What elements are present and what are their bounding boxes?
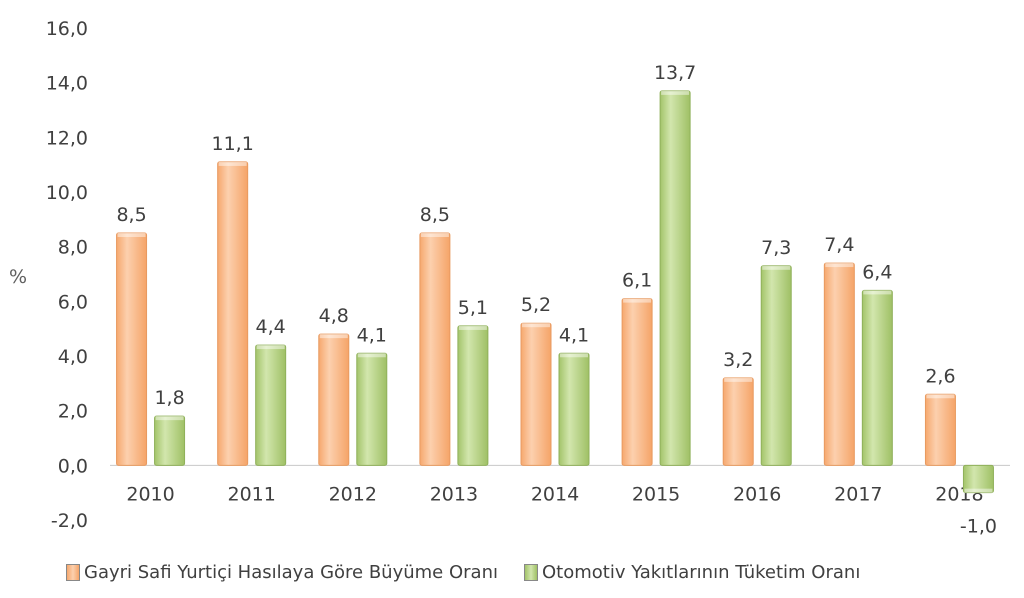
y-axis: -2,0 0,0 2,0 4,0 6,0 8,0 10,0 12,0 14,0 16,0 <box>46 18 1010 532</box>
bar-fuel-consumption <box>255 344 287 466</box>
bar-highlight <box>762 265 791 270</box>
bar-gdp-growth <box>924 393 956 466</box>
bar-highlight <box>661 90 690 95</box>
legend-item-fuel: Otomotiv Yakıtlarının Tüketim Oranı <box>523 562 861 583</box>
bar-fuel-consumption <box>356 352 388 466</box>
bar-highlight <box>964 488 993 493</box>
bars <box>116 90 994 494</box>
x-tick-label: 2011 <box>227 483 275 505</box>
x-axis: 2010 2011 2012 2013 2014 2015 2016 2017 2018 <box>126 483 983 505</box>
data-label: 4,1 <box>357 324 387 346</box>
bar-fuel-consumption <box>154 415 186 466</box>
legend-item-gdp: Gayri Safi Yurtiçi Hasılaya Göre Büyüme … <box>66 562 498 583</box>
y-tick-label: 14,0 <box>46 73 88 95</box>
bar-highlight <box>522 323 550 328</box>
y-tick-label: 10,0 <box>46 182 88 204</box>
y-tick-label: 2,0 <box>58 401 88 423</box>
data-label: 4,1 <box>559 324 589 346</box>
data-labels: 8,5 1,8 11,1 4,4 4,8 4,1 8,5 5,1 5,2 4,1 6,1 13,7 3,… <box>116 62 997 538</box>
bar-highlight <box>218 161 247 166</box>
y-axis-label: % <box>9 266 27 288</box>
bar-highlight <box>420 233 449 237</box>
data-label: 1,8 <box>154 387 184 409</box>
bar-gdp-growth <box>419 232 451 466</box>
legend: Gayri Safi Yurtiçi Hasılaya Göre Büyüme … <box>66 562 886 583</box>
bar-gdp-growth <box>520 322 552 466</box>
bar-fuel-consumption <box>760 265 792 466</box>
data-label: 3,2 <box>723 349 753 371</box>
y-tick-label: 12,0 <box>46 127 88 149</box>
bar-highlight <box>458 325 487 330</box>
data-label: 11,1 <box>212 133 254 155</box>
y-tick-label: 4,0 <box>58 346 88 368</box>
bar-gdp-growth <box>116 232 148 466</box>
bar-gdp-growth <box>823 262 855 466</box>
data-label: 5,2 <box>521 294 551 316</box>
bar-highlight <box>724 377 753 382</box>
bar-highlight <box>357 353 386 358</box>
bar-gdp-growth <box>621 298 653 466</box>
bar-fuel-consumption <box>962 464 994 494</box>
data-label: 7,4 <box>824 234 854 256</box>
bar-gdp-growth <box>318 333 350 466</box>
data-label: 4,8 <box>319 305 349 327</box>
bar-highlight <box>926 394 955 399</box>
data-label: 4,4 <box>256 316 286 338</box>
bar-gdp-growth <box>722 377 754 466</box>
bar-highlight <box>155 416 184 421</box>
bar-highlight <box>319 334 348 339</box>
bar-fuel-consumption <box>861 289 893 466</box>
legend-swatch-fuel <box>523 564 538 581</box>
data-label: 2,6 <box>925 365 955 387</box>
legend-label-fuel: Otomotiv Yakıtlarının Tüketim Oranı <box>541 562 861 583</box>
bar-highlight <box>256 345 285 350</box>
data-label: 6,1 <box>622 270 652 292</box>
x-tick-label: 2014 <box>531 483 579 505</box>
bar-highlight <box>825 263 854 268</box>
bar-highlight <box>560 353 588 358</box>
y-tick-label: 16,0 <box>46 18 88 40</box>
data-label: 5,1 <box>458 297 488 319</box>
y-tick-label: 8,0 <box>58 237 88 259</box>
x-tick-label: 2017 <box>834 483 882 505</box>
x-tick-label: 2012 <box>329 483 377 505</box>
bar-fuel-consumption <box>558 352 590 466</box>
x-tick-label: 2013 <box>430 483 478 505</box>
bar-highlight <box>623 298 652 303</box>
y-tick-label: 0,0 <box>58 455 88 477</box>
legend-label-gdp: Gayri Safi Yurtiçi Hasılaya Göre Büyüme … <box>84 562 498 583</box>
y-tick-label: 6,0 <box>58 291 88 313</box>
legend-swatch-gdp <box>66 564 80 581</box>
x-tick-label: 2010 <box>126 483 174 505</box>
x-tick-label: 2015 <box>632 483 680 505</box>
data-label: -1,0 <box>960 516 997 538</box>
bar-highlight <box>863 290 892 295</box>
y-tick-label: -2,0 <box>51 510 88 532</box>
bar-fuel-consumption <box>659 90 691 466</box>
bar-highlight <box>117 233 146 237</box>
bar-chart: -2,0 0,0 2,0 4,0 6,0 8,0 10,0 12,0 14,0 16,0 2010… <box>9 18 1010 538</box>
bar-gdp-growth <box>217 161 249 466</box>
data-label: 8,5 <box>116 204 146 226</box>
data-label: 13,7 <box>654 62 696 84</box>
bar-fuel-consumption <box>457 325 489 466</box>
x-tick-label: 2016 <box>733 483 781 505</box>
data-label: 8,5 <box>420 204 450 226</box>
data-label: 6,4 <box>862 261 892 283</box>
data-label: 7,3 <box>761 237 791 259</box>
